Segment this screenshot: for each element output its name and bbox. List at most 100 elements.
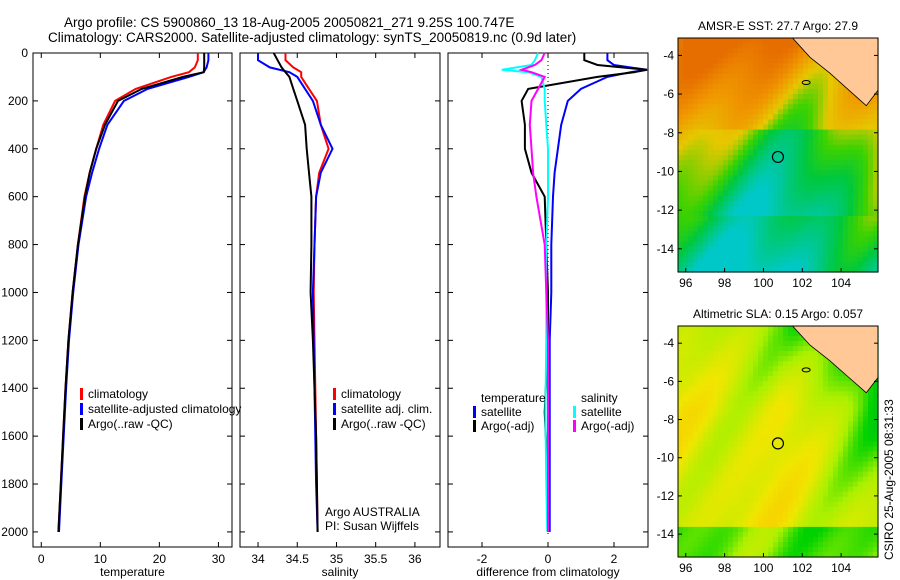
map-cell [778,139,784,146]
map-cell [768,421,774,427]
map-cell [833,236,839,243]
map-cell [748,331,754,337]
map-cell [813,391,819,397]
map-cell [733,326,739,332]
map-cell [728,129,734,136]
map-cell [823,129,829,136]
map-cell [753,58,759,64]
map-cell [828,376,834,382]
map-cell [678,170,684,176]
map-cell [823,216,829,222]
map-cell [853,211,859,217]
map-cell [683,476,689,483]
map-cell [743,78,749,85]
map-cell [798,486,804,493]
map-cell [758,185,764,192]
map-cell [748,431,754,438]
map-cell [678,236,684,243]
map-cell [728,155,734,161]
map-cell [848,411,854,417]
map-cell [823,144,829,151]
map-cell [808,476,814,483]
map-cell [688,43,694,49]
map-cell [833,261,839,268]
map-cell [728,165,734,171]
map-cell [748,516,754,523]
map-cell [713,466,719,473]
map-cell [703,78,709,85]
map-cell [873,381,879,387]
map-cell [863,236,869,243]
map-cell [753,346,759,352]
map-cell [678,547,684,553]
map-cell [773,73,779,80]
map-cell [808,139,814,146]
map-cell [758,155,764,161]
map-cell [858,521,864,528]
map-cell [728,114,734,120]
map-cell [748,94,754,100]
map-cell [728,531,734,538]
map-cell [873,261,879,268]
map-cell [748,170,754,176]
map-cell [683,381,689,387]
map-cell [733,246,739,253]
map-cell [708,94,714,100]
map-cell [698,416,704,422]
map-cell [728,139,734,146]
map-cell [778,441,784,448]
map-cell [843,114,849,120]
map-cell [693,149,699,156]
map-cell [868,261,874,268]
map-cell [858,456,864,463]
map-cell [853,552,859,558]
map-cell [693,456,699,463]
map-cell [733,391,739,397]
map-cell [708,501,714,508]
map-cell [803,73,809,80]
map-cell [813,216,819,222]
map-cell [823,231,829,237]
map-cell [843,411,849,417]
map-cell [758,73,764,80]
map-cell [813,104,819,110]
map-cell [713,351,719,357]
map-cell [843,436,849,443]
map-cell [728,205,734,212]
map-cell [683,456,689,463]
map-cell [803,441,809,448]
map-cell [808,396,814,402]
map-cell [693,501,699,508]
map-cell [688,361,694,367]
map-cell [693,356,699,362]
map-cell [833,456,839,463]
map-cell [768,381,774,387]
map-cell [713,63,719,70]
map-cell [718,88,724,95]
map-cell [768,149,774,156]
map-cell [718,94,724,100]
map-cell [718,331,724,337]
map-cell [748,175,754,181]
map-cell [798,216,804,222]
map-cell [723,119,729,126]
map-cell [783,486,789,493]
map-cell [708,58,714,64]
map-cell [843,521,849,528]
map-cell [843,170,849,176]
map-cell [863,221,869,227]
legend-entry: satellite-adjusted climatology [88,402,241,416]
map-cell [783,431,789,438]
map-cell [773,144,779,151]
map-cell [713,38,719,44]
map-cell [778,431,784,438]
map-cell [823,251,829,258]
map-cell [718,346,724,352]
map-cell [738,356,744,362]
map-cell [753,381,759,387]
map-cell [733,251,739,258]
map-cell [828,139,834,146]
map-cell [708,129,714,136]
map-cell [703,175,709,181]
map-cell [823,371,829,377]
